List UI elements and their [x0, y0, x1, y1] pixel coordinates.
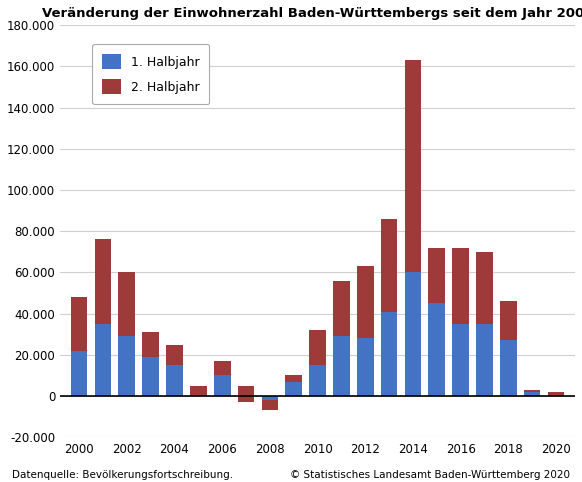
Bar: [524, 390, 541, 392]
Text: © Statistisches Landesamt Baden-Württemberg 2020: © Statistisches Landesamt Baden-Württemb…: [290, 469, 570, 480]
Bar: [548, 392, 565, 396]
Bar: [333, 336, 350, 396]
Bar: [476, 324, 493, 396]
Bar: [381, 219, 398, 311]
Bar: [71, 297, 87, 351]
Bar: [261, 400, 278, 411]
Bar: [524, 390, 541, 396]
Bar: [166, 365, 183, 396]
Bar: [214, 361, 230, 375]
Text: Datenquelle: Bevölkerungsfortschreibung.: Datenquelle: Bevölkerungsfortschreibung.: [12, 469, 233, 480]
Bar: [333, 281, 350, 336]
Bar: [452, 248, 469, 324]
Bar: [357, 266, 374, 338]
Bar: [548, 392, 565, 396]
Bar: [71, 351, 87, 396]
Bar: [452, 324, 469, 396]
Bar: [119, 272, 135, 336]
Bar: [309, 330, 326, 365]
Bar: [476, 252, 493, 324]
Bar: [500, 340, 517, 396]
Bar: [95, 324, 111, 396]
Bar: [143, 332, 159, 357]
Title: Veränderung der Einwohnerzahl Baden-Württembergs seit dem Jahr 2000: Veränderung der Einwohnerzahl Baden-Würt…: [42, 7, 582, 20]
Bar: [404, 272, 421, 396]
Bar: [381, 311, 398, 396]
Legend: 1. Halbjahr, 2. Halbjahr: 1. Halbjahr, 2. Halbjahr: [92, 44, 210, 105]
Bar: [214, 375, 230, 396]
Bar: [309, 365, 326, 396]
Bar: [190, 386, 207, 396]
Bar: [357, 338, 374, 396]
Bar: [285, 375, 302, 382]
Bar: [404, 60, 421, 272]
Bar: [143, 357, 159, 396]
Bar: [237, 386, 254, 396]
Bar: [428, 248, 445, 303]
Bar: [95, 240, 111, 324]
Bar: [261, 396, 278, 400]
Bar: [500, 301, 517, 340]
Bar: [237, 386, 254, 402]
Bar: [428, 303, 445, 396]
Bar: [166, 345, 183, 365]
Bar: [119, 336, 135, 396]
Bar: [190, 386, 207, 396]
Bar: [285, 382, 302, 396]
